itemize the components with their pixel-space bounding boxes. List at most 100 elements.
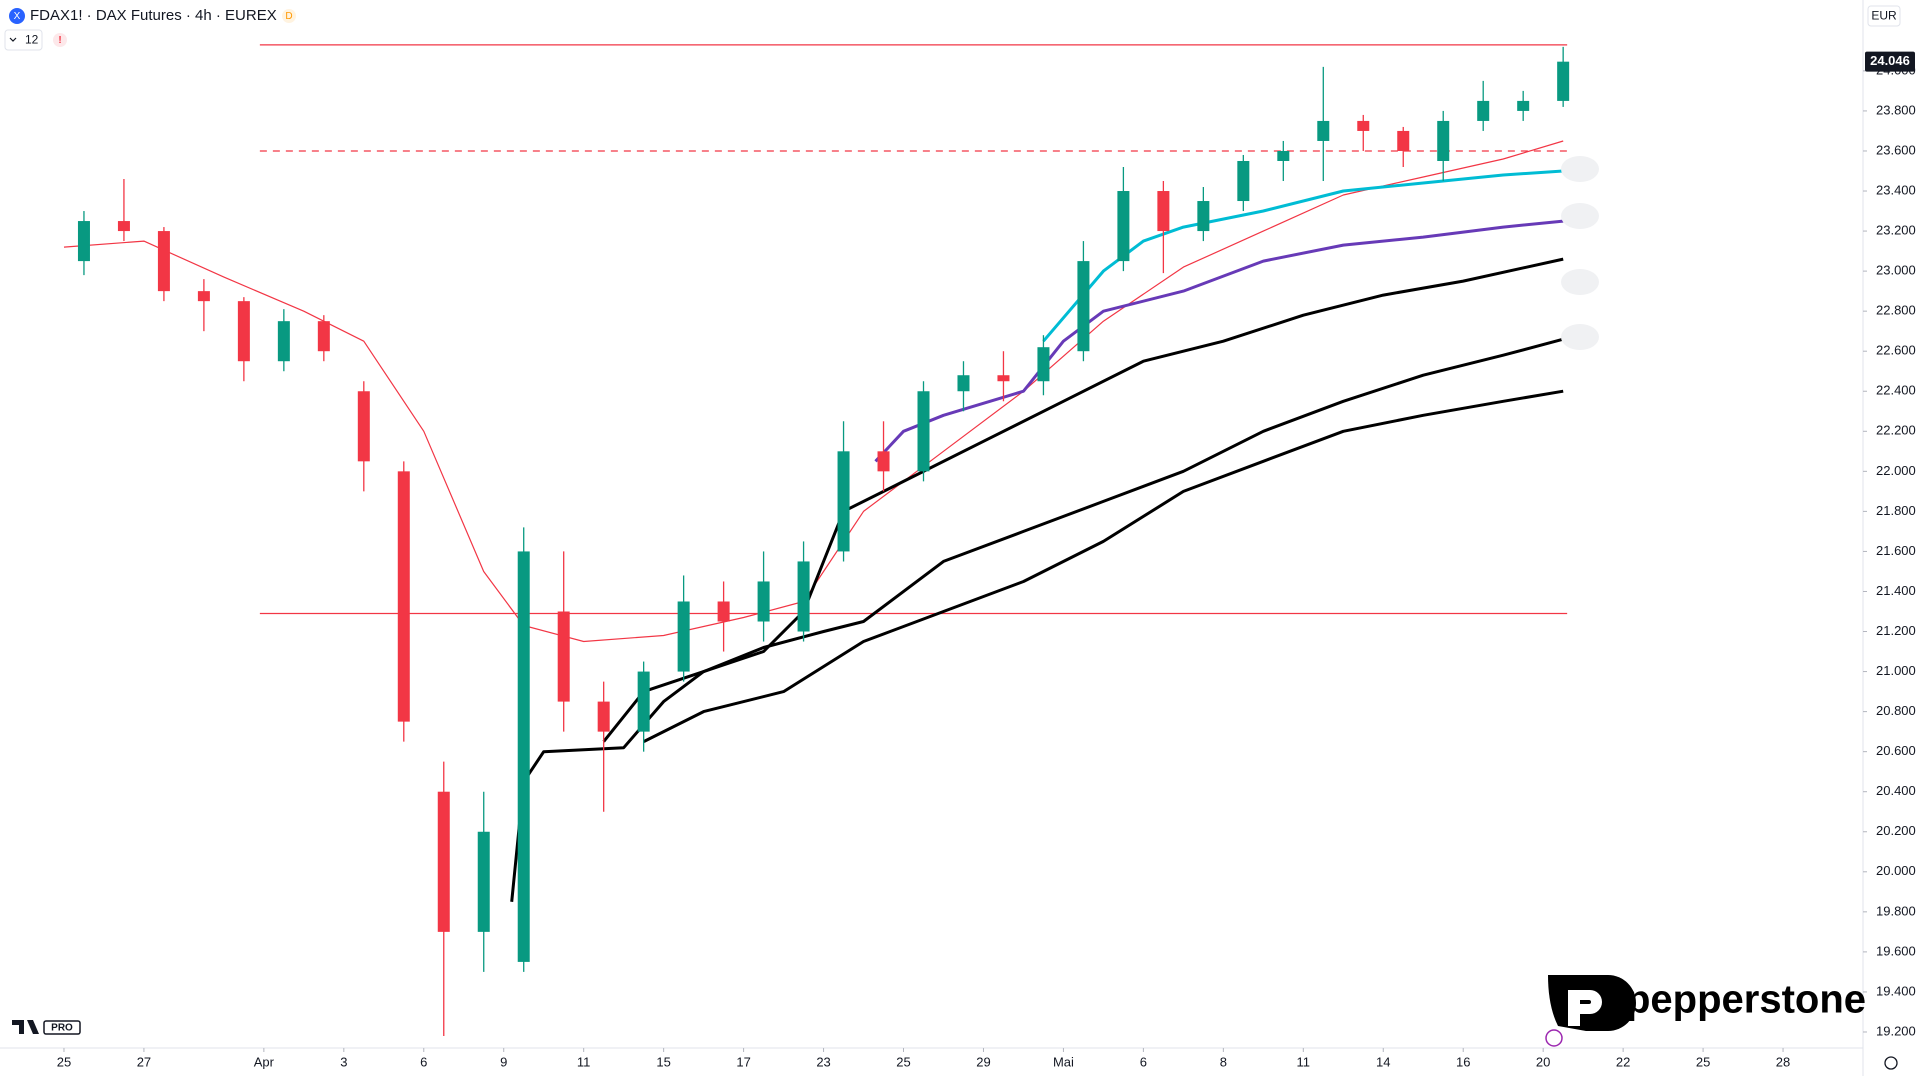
candle-body <box>1557 61 1570 101</box>
x-tick-label: 25 <box>896 1054 910 1069</box>
candle-body <box>1117 191 1130 262</box>
candle-body <box>1477 100 1490 121</box>
candle-body <box>517 551 530 962</box>
candle-body <box>917 391 930 472</box>
brand-logo: pepperstone <box>1548 975 1866 1031</box>
y-tick-label: 23.600 <box>1876 142 1916 157</box>
event-icon[interactable] <box>1545 1029 1563 1047</box>
y-tick-label: 21.600 <box>1876 543 1916 558</box>
candle-body <box>1197 201 1210 232</box>
alert-icon[interactable] <box>53 33 67 47</box>
tv-pro-box <box>43 1020 81 1035</box>
brand-name: pepperstone <box>1626 978 1866 1022</box>
candle-body <box>597 701 610 732</box>
candle-body <box>237 301 250 362</box>
last-price-label: 24.046 <box>1870 53 1910 68</box>
y-tick-label: 21.400 <box>1876 583 1916 598</box>
tv-mark <box>12 1020 39 1034</box>
candle-body <box>157 231 170 292</box>
y-tick-label: 22.800 <box>1876 303 1916 318</box>
candle-body <box>877 451 890 472</box>
x-tick-label: 6 <box>420 1054 427 1069</box>
y-tick-label: 23.200 <box>1876 223 1916 238</box>
candle-body <box>357 391 370 462</box>
candle-body <box>1357 120 1370 131</box>
chevron <box>9 37 17 42</box>
candle-body <box>637 671 650 732</box>
candle-body <box>317 321 330 352</box>
y-tick-label: 21.000 <box>1876 663 1916 678</box>
indicator-bubble[interactable] <box>1561 203 1599 229</box>
x-tick-label: 15 <box>656 1054 670 1069</box>
x-tick-label: 14 <box>1376 1054 1390 1069</box>
indicator-bubble[interactable] <box>1561 156 1599 182</box>
x-tick-label: 16 <box>1456 1054 1470 1069</box>
symbol-icon-glyph: X <box>14 11 21 22</box>
y-tick-label: 22.200 <box>1876 423 1916 438</box>
candle-body <box>277 321 290 362</box>
y-tick-label: 19.200 <box>1876 1023 1916 1038</box>
x-tick-label: 20 <box>1536 1054 1550 1069</box>
x-tick-label: 11 <box>577 1054 591 1069</box>
last-price-box <box>1865 51 1915 72</box>
indicator-bubble[interactable] <box>1561 269 1599 295</box>
candle-body <box>477 831 490 932</box>
candle-body <box>1277 150 1290 161</box>
indicator-count: 12 <box>25 33 39 47</box>
currency-box[interactable] <box>1867 5 1901 27</box>
candle-body <box>1317 120 1330 141</box>
indicator-line <box>510 257 1564 902</box>
indicator-line <box>1042 169 1564 343</box>
indicator-line <box>63 140 1564 643</box>
currency: EUR <box>1871 9 1897 23</box>
indicator-line <box>643 389 1564 743</box>
indicator-line <box>602 337 1564 743</box>
settings-icon[interactable] <box>1884 1056 1898 1070</box>
y-tick-label: 21.800 <box>1876 503 1916 518</box>
candle-body <box>77 221 90 262</box>
chart-title[interactable]: FDAX1! · DAX Futures · 4h · EUREX <box>30 7 277 24</box>
y-tick-label: 19.600 <box>1876 943 1916 958</box>
candle-body <box>957 375 970 392</box>
y-tick-label: 23.400 <box>1876 182 1916 197</box>
candle-body <box>197 291 210 302</box>
x-tick-label: 22 <box>1616 1054 1630 1069</box>
candle-body <box>1517 100 1530 111</box>
x-tick-label: 23 <box>816 1054 830 1069</box>
y-tick-label: 20.600 <box>1876 743 1916 758</box>
alert-glyph: ! <box>58 35 61 46</box>
indicator-toggle[interactable] <box>4 29 43 51</box>
brand-glyph <box>1568 990 1602 1026</box>
y-tick-label: 22.400 <box>1876 383 1916 398</box>
badge-bg <box>282 9 296 23</box>
tv-logo: PRO <box>12 1020 81 1035</box>
symbol-icon[interactable] <box>9 8 25 24</box>
indicator-line <box>874 219 1564 463</box>
candle-body <box>1397 130 1410 151</box>
y-tick-label: 20.400 <box>1876 783 1916 798</box>
candle-body <box>1077 261 1090 352</box>
candle-body <box>837 451 850 552</box>
y-tick-label: 23.800 <box>1876 102 1916 117</box>
y-tick-label: 22.000 <box>1876 463 1916 478</box>
candle-body <box>1157 191 1170 232</box>
candle-body <box>677 601 690 672</box>
y-tick-label: 21.200 <box>1876 623 1916 638</box>
y-tick-label: 19.400 <box>1876 983 1916 998</box>
candle-body <box>997 375 1010 382</box>
y-tick-label: 22.600 <box>1876 343 1916 358</box>
x-tick-label: 17 <box>736 1054 750 1069</box>
candle-body <box>797 561 810 632</box>
y-tick-label: 20.800 <box>1876 703 1916 718</box>
x-tick-label: 6 <box>1140 1054 1147 1069</box>
plot-area <box>63 44 1570 1036</box>
indicator-bubble[interactable] <box>1561 324 1599 350</box>
x-tick-label: Apr <box>254 1054 275 1069</box>
y-tick-label: 23.000 <box>1876 263 1916 278</box>
x-tick-label: Mai <box>1053 1054 1074 1069</box>
x-tick-label: 9 <box>500 1054 507 1069</box>
x-tick-label: 25 <box>1696 1054 1710 1069</box>
